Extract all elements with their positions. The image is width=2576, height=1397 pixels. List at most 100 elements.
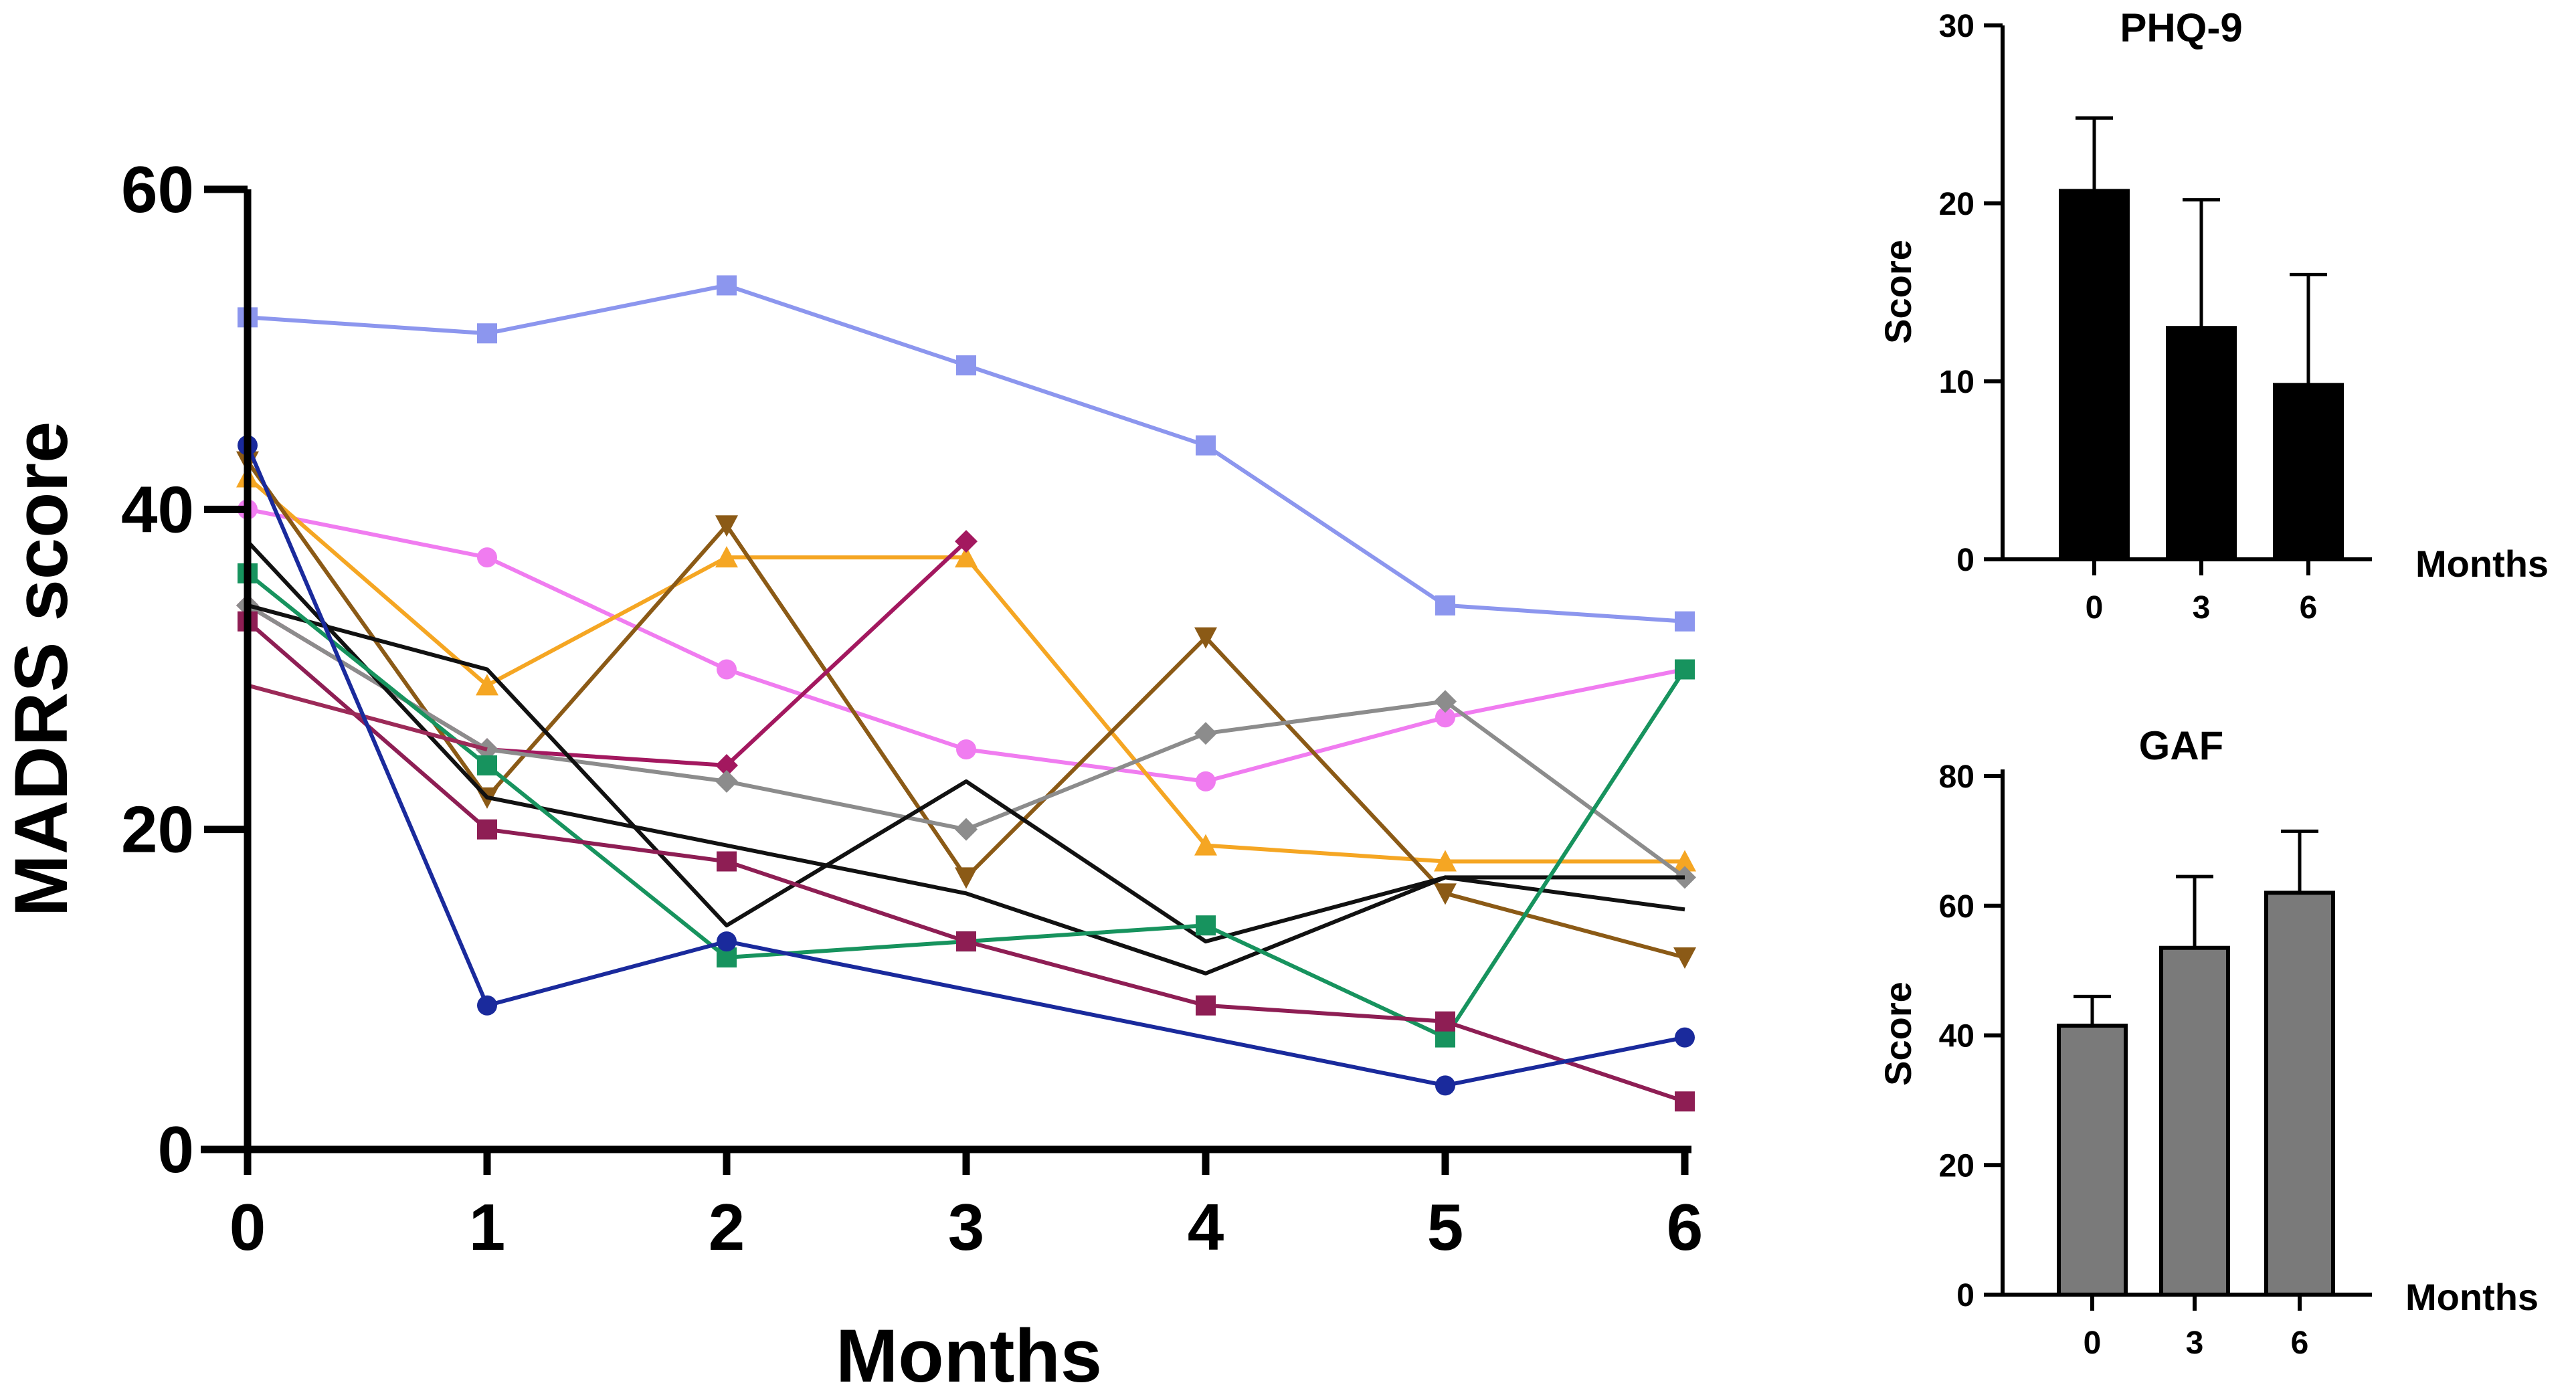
phq9-title: PHQ-9 <box>2120 5 2242 50</box>
madrs-x-axis-label: Months <box>836 1314 1102 1397</box>
madrs-y-ticks: 0 20 40 60 <box>121 153 248 1186</box>
series-patient-4-point <box>1434 883 1457 905</box>
series-patient-9-point <box>477 755 497 775</box>
phq-bar-3 <box>2166 326 2237 561</box>
series-patient-10-point <box>717 851 737 872</box>
series-patient-2-point <box>477 547 497 568</box>
gaf-y-tick-label: 80 <box>1939 759 1974 795</box>
series-patient-10-point <box>1435 1011 1455 1032</box>
gaf-bar-0 <box>2057 1023 2128 1297</box>
phq-x-tick-label: 6 <box>2300 590 2318 626</box>
series-patient-2-point <box>956 739 976 760</box>
series-patient-1-point <box>477 323 497 344</box>
gaf-y-tick-label: 20 <box>1939 1148 1974 1184</box>
series-patient-12-point <box>1435 1075 1455 1096</box>
phq-y-tick-label: 0 <box>1956 543 1974 578</box>
series-patient-3-point <box>715 546 738 568</box>
series-patient-5-point <box>715 754 738 777</box>
series-patient-1 <box>238 275 1695 632</box>
series-patient-3-point <box>1673 850 1696 872</box>
series-patient-10-point <box>1196 995 1216 1016</box>
series-patient-6-point <box>1434 690 1457 713</box>
madrs-y-axis-label: MADRS score <box>0 422 83 917</box>
series-patient-9-point <box>1196 915 1216 936</box>
madrs-series-group <box>236 275 1696 1112</box>
gaf-y-axis-label: Score <box>1877 982 1919 1086</box>
series-patient-12-point <box>1675 1027 1695 1048</box>
phq-y-tick-label: 20 <box>1939 187 1974 222</box>
gaf-title: GAF <box>2139 723 2224 768</box>
series-patient-12 <box>238 435 1695 1096</box>
series-patient-10 <box>238 611 1695 1112</box>
madrs-y-tick-label: 0 <box>157 1113 194 1186</box>
gaf-bar-3 <box>2159 945 2230 1297</box>
series-patient-12-point <box>477 995 497 1016</box>
series-patient-9-line <box>246 571 1687 1040</box>
madrs-line-chart: 0 20 40 60 0 1 2 3 4 5 6 Months MADRS score <box>0 153 1703 1397</box>
series-patient-10-point <box>1675 1091 1695 1112</box>
series-patient-8-line <box>246 540 1685 975</box>
phq-x-tick-label: 0 <box>2086 590 2104 626</box>
series-patient-11-line <box>247 683 488 751</box>
madrs-x-tick-label: 4 <box>1188 1190 1224 1264</box>
madrs-x-tick-label: 5 <box>1427 1190 1464 1264</box>
series-patient-3-point <box>1194 834 1217 856</box>
series-patient-4-point <box>955 867 978 889</box>
gaf-y-tick-label: 60 <box>1939 889 1974 925</box>
madrs-x-tick-label: 0 <box>229 1190 266 1264</box>
series-patient-1-point <box>1196 435 1216 456</box>
gaf-bars <box>2057 829 2335 1297</box>
gaf-x-tick-label: 0 <box>2084 1325 2102 1361</box>
phq9-y-ticks: 0 10 20 30 <box>1939 9 2003 578</box>
phq9-x-axis-label: Months <box>2415 543 2549 585</box>
madrs-y-tick-label: 40 <box>121 472 194 546</box>
series-patient-4-point <box>715 515 738 537</box>
series-patient-10-point <box>956 931 976 952</box>
madrs-x-tick-label: 2 <box>709 1190 745 1264</box>
series-patient-10-point <box>477 819 497 840</box>
series-patient-12-point <box>717 931 737 952</box>
series-patient-1-line <box>247 283 1685 624</box>
series-patient-1-point <box>717 275 737 296</box>
series-patient-3 <box>236 466 1696 872</box>
series-patient-2-point <box>1196 771 1216 791</box>
madrs-x-tick-label: 3 <box>948 1190 985 1264</box>
phq-bar-6 <box>2273 383 2344 561</box>
series-patient-2-point <box>717 659 737 680</box>
series-patient-9-point <box>1675 659 1695 680</box>
gaf-bar-6 <box>2264 891 2335 1297</box>
series-patient-3-point <box>955 546 978 568</box>
gaf-y-tick-label: 40 <box>1939 1019 1974 1054</box>
phq9-y-axis-label: Score <box>1877 240 1919 344</box>
series-patient-5-line <box>246 540 968 767</box>
gaf-x-axis-label: Months <box>2405 1276 2539 1318</box>
phq-y-tick-label: 30 <box>1939 9 1974 44</box>
series-patient-3-point <box>1434 850 1457 872</box>
gaf-y-tick-label: 0 <box>1956 1278 1974 1313</box>
phq9-x-ticks: 0 3 6 <box>2086 559 2318 626</box>
madrs-y-tick-label: 60 <box>121 153 194 226</box>
series-patient-3-point <box>476 674 498 696</box>
madrs-y-tick-label: 20 <box>121 793 194 866</box>
gaf-y-ticks: 0 20 40 60 80 <box>1939 759 2003 1313</box>
phq-x-tick-label: 3 <box>2193 590 2211 626</box>
madrs-x-tick-label: 1 <box>469 1190 506 1264</box>
series-patient-2-point <box>1435 707 1455 728</box>
series-patient-6-point <box>715 769 738 793</box>
series-patient-2 <box>238 499 1695 791</box>
phq-y-tick-label: 10 <box>1939 365 1974 400</box>
series-patient-1-point <box>1435 595 1455 616</box>
series-patient-9 <box>238 563 1695 1048</box>
phq9-bars <box>2059 116 2344 561</box>
series-patient-6-point <box>955 818 978 841</box>
gaf-x-ticks: 0 3 6 <box>2084 1295 2309 1361</box>
madrs-x-ticks: 0 1 2 3 4 5 6 <box>229 1149 1704 1264</box>
series-patient-11 <box>247 683 488 751</box>
phq-bar-0 <box>2059 189 2130 561</box>
gaf-bar-chart: 0 20 40 60 80 0 3 6 GAF Months Score <box>1877 723 2539 1361</box>
phq9-bar-chart: 0 10 20 30 0 3 6 PHQ-9 Months Score <box>1877 5 2549 626</box>
gaf-x-tick-label: 6 <box>2291 1325 2309 1361</box>
madrs-x-tick-label: 6 <box>1667 1190 1704 1264</box>
series-patient-6-point <box>1194 722 1217 745</box>
